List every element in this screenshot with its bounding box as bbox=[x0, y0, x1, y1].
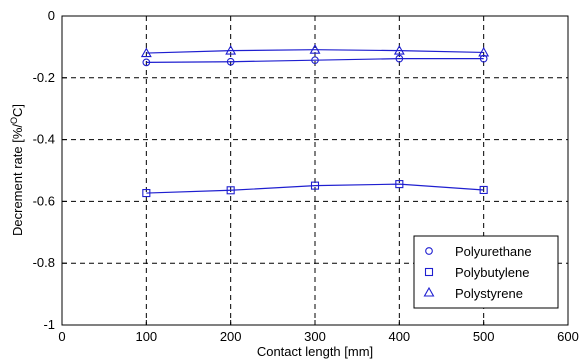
y-tick-label: 0 bbox=[48, 8, 55, 23]
y-axis-label-superscript: O bbox=[9, 117, 19, 124]
legend-marker-polybutylene bbox=[424, 267, 434, 277]
x-tick-label: 500 bbox=[473, 329, 495, 344]
x-axis-label: Contact length [mm] bbox=[257, 344, 373, 359]
x-tick-label: 400 bbox=[388, 329, 410, 344]
series-line-polybutylene bbox=[146, 183, 484, 194]
x-tick-label: 600 bbox=[557, 329, 579, 344]
y-axis-label: Decrement rate [%/OC] bbox=[9, 104, 25, 236]
data-point-polyurethane bbox=[479, 54, 488, 63]
legend-box bbox=[413, 235, 559, 309]
data-point-polybutylene bbox=[226, 186, 235, 195]
legend-marker-polyurethane bbox=[425, 247, 433, 255]
data-point-polystyrene bbox=[140, 47, 152, 58]
x-tick-label: 100 bbox=[135, 329, 157, 344]
legend-label-polybutylene: Polybutylene bbox=[455, 265, 529, 280]
data-point-polystyrene bbox=[393, 44, 405, 55]
grid bbox=[62, 16, 568, 325]
y-tick-label: -0.6 bbox=[33, 193, 55, 208]
x-tick-label: 300 bbox=[304, 329, 326, 344]
y-axis-label-suffix: C] bbox=[10, 104, 25, 117]
y-tick-label: -0.2 bbox=[33, 70, 55, 85]
data-point-polybutylene bbox=[395, 180, 404, 189]
series-line-polystyrene bbox=[146, 49, 484, 54]
legend-label-polystyrene: Polystyrene bbox=[455, 286, 523, 301]
y-tick-label: -0.8 bbox=[33, 255, 55, 270]
y-tick-label: -1 bbox=[43, 317, 55, 332]
data-point-polystyrene bbox=[225, 44, 237, 55]
data-point-polystyrene bbox=[309, 44, 321, 54]
y-axis-label-prefix: Decrement rate [%/ bbox=[10, 124, 25, 236]
data-point-polyurethane bbox=[142, 58, 151, 67]
series-line-polyurethane bbox=[146, 58, 484, 63]
data-point-polybutylene bbox=[479, 185, 488, 195]
data-point-polyurethane bbox=[226, 57, 235, 66]
legend: Polyurethane Polybutylene Polystyrene bbox=[413, 235, 559, 309]
data-point-polystyrene bbox=[478, 46, 490, 57]
x-tick-label: 200 bbox=[220, 329, 242, 344]
data-point-polybutylene bbox=[310, 181, 320, 190]
data-point-polyurethane bbox=[395, 54, 404, 63]
data-point-polyurethane bbox=[311, 56, 319, 65]
legend-marker-polystyrene bbox=[423, 286, 435, 297]
y-tick-label: -0.4 bbox=[33, 132, 55, 147]
data-point-polybutylene bbox=[142, 189, 151, 198]
legend-label-polyurethane: Polyurethane bbox=[455, 244, 532, 259]
series bbox=[140, 44, 490, 198]
x-tick-label: 0 bbox=[58, 329, 65, 344]
ticks: 0 100 200 300 400 500 600 -1 -0.8 -0.6 -0.4 -0.2 0 bbox=[33, 8, 579, 344]
